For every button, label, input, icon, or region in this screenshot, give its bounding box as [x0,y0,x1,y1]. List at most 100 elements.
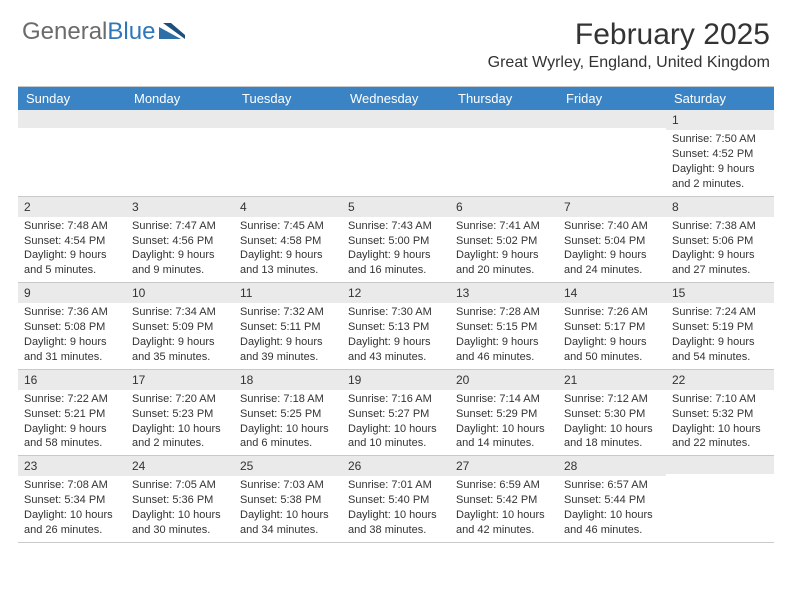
date-number [18,110,126,128]
sun-info: Sunrise: 7:32 AMSunset: 5:11 PMDaylight:… [234,303,342,368]
day-cell: 8Sunrise: 7:38 AMSunset: 5:06 PMDaylight… [666,197,774,283]
empty-cell [126,110,234,196]
date-number [558,110,666,128]
day-cell: 25Sunrise: 7:03 AMSunset: 5:38 PMDayligh… [234,456,342,542]
empty-cell [18,110,126,196]
day-cell: 23Sunrise: 7:08 AMSunset: 5:34 PMDayligh… [18,456,126,542]
sun-info: Sunrise: 7:50 AMSunset: 4:52 PMDaylight:… [666,130,774,195]
date-number: 4 [234,197,342,217]
day-header: Sunday [18,87,126,110]
sun-info: Sunrise: 7:43 AMSunset: 5:00 PMDaylight:… [342,217,450,282]
day-header: Saturday [666,87,774,110]
day-cell: 1Sunrise: 7:50 AMSunset: 4:52 PMDaylight… [666,110,774,196]
day-header: Tuesday [234,87,342,110]
day-cell: 18Sunrise: 7:18 AMSunset: 5:25 PMDayligh… [234,370,342,456]
day-header: Wednesday [342,87,450,110]
date-number: 26 [342,456,450,476]
day-cell: 3Sunrise: 7:47 AMSunset: 4:56 PMDaylight… [126,197,234,283]
day-cell: 7Sunrise: 7:40 AMSunset: 5:04 PMDaylight… [558,197,666,283]
day-cell: 15Sunrise: 7:24 AMSunset: 5:19 PMDayligh… [666,283,774,369]
day-cell: 16Sunrise: 7:22 AMSunset: 5:21 PMDayligh… [18,370,126,456]
header: GeneralBlue February 2025 Great Wyrley, … [0,0,792,78]
week-row: 23Sunrise: 7:08 AMSunset: 5:34 PMDayligh… [18,456,774,543]
day-cell: 5Sunrise: 7:43 AMSunset: 5:00 PMDaylight… [342,197,450,283]
sun-info: Sunrise: 7:41 AMSunset: 5:02 PMDaylight:… [450,217,558,282]
sun-info: Sunrise: 7:26 AMSunset: 5:17 PMDaylight:… [558,303,666,368]
sun-info: Sunrise: 7:22 AMSunset: 5:21 PMDaylight:… [18,390,126,455]
day-cell: 22Sunrise: 7:10 AMSunset: 5:32 PMDayligh… [666,370,774,456]
sun-info: Sunrise: 7:30 AMSunset: 5:13 PMDaylight:… [342,303,450,368]
day-cell: 2Sunrise: 7:48 AMSunset: 4:54 PMDaylight… [18,197,126,283]
sun-info: Sunrise: 7:20 AMSunset: 5:23 PMDaylight:… [126,390,234,455]
day-header: Friday [558,87,666,110]
empty-cell [450,110,558,196]
title-block: February 2025 Great Wyrley, England, Uni… [488,18,770,72]
date-number: 14 [558,283,666,303]
date-number: 17 [126,370,234,390]
date-number [666,456,774,474]
logo-flag-icon [159,23,185,41]
sun-info: Sunrise: 6:57 AMSunset: 5:44 PMDaylight:… [558,476,666,541]
day-cell: 26Sunrise: 7:01 AMSunset: 5:40 PMDayligh… [342,456,450,542]
sun-info: Sunrise: 7:12 AMSunset: 5:30 PMDaylight:… [558,390,666,455]
empty-cell [558,110,666,196]
day-cell: 12Sunrise: 7:30 AMSunset: 5:13 PMDayligh… [342,283,450,369]
date-number [342,110,450,128]
sun-info: Sunrise: 7:08 AMSunset: 5:34 PMDaylight:… [18,476,126,541]
day-cell: 11Sunrise: 7:32 AMSunset: 5:11 PMDayligh… [234,283,342,369]
sun-info: Sunrise: 7:48 AMSunset: 4:54 PMDaylight:… [18,217,126,282]
sun-info: Sunrise: 7:28 AMSunset: 5:15 PMDaylight:… [450,303,558,368]
day-cell: 17Sunrise: 7:20 AMSunset: 5:23 PMDayligh… [126,370,234,456]
date-number: 22 [666,370,774,390]
sun-info: Sunrise: 7:45 AMSunset: 4:58 PMDaylight:… [234,217,342,282]
date-number: 10 [126,283,234,303]
location: Great Wyrley, England, United Kingdom [488,54,770,72]
date-number: 16 [18,370,126,390]
day-cell: 9Sunrise: 7:36 AMSunset: 5:08 PMDaylight… [18,283,126,369]
date-number: 2 [18,197,126,217]
day-cell: 28Sunrise: 6:57 AMSunset: 5:44 PMDayligh… [558,456,666,542]
sun-info: Sunrise: 7:01 AMSunset: 5:40 PMDaylight:… [342,476,450,541]
month-title: February 2025 [488,18,770,52]
logo: GeneralBlue [22,18,185,46]
day-cell: 20Sunrise: 7:14 AMSunset: 5:29 PMDayligh… [450,370,558,456]
weeks-container: 1Sunrise: 7:50 AMSunset: 4:52 PMDaylight… [18,110,774,543]
date-number: 19 [342,370,450,390]
date-number: 20 [450,370,558,390]
date-number: 24 [126,456,234,476]
logo-text-blue: Blue [107,18,155,46]
date-number: 12 [342,283,450,303]
date-number: 7 [558,197,666,217]
empty-cell [234,110,342,196]
sun-info: Sunrise: 7:47 AMSunset: 4:56 PMDaylight:… [126,217,234,282]
date-number: 23 [18,456,126,476]
sun-info: Sunrise: 7:03 AMSunset: 5:38 PMDaylight:… [234,476,342,541]
date-number: 1 [666,110,774,130]
date-number [234,110,342,128]
sun-info: Sunrise: 6:59 AMSunset: 5:42 PMDaylight:… [450,476,558,541]
day-header: Thursday [450,87,558,110]
sun-info: Sunrise: 7:16 AMSunset: 5:27 PMDaylight:… [342,390,450,455]
date-number: 28 [558,456,666,476]
sun-info: Sunrise: 7:40 AMSunset: 5:04 PMDaylight:… [558,217,666,282]
date-number: 15 [666,283,774,303]
day-cell: 13Sunrise: 7:28 AMSunset: 5:15 PMDayligh… [450,283,558,369]
sun-info: Sunrise: 7:34 AMSunset: 5:09 PMDaylight:… [126,303,234,368]
week-row: 9Sunrise: 7:36 AMSunset: 5:08 PMDaylight… [18,283,774,370]
sun-info: Sunrise: 7:36 AMSunset: 5:08 PMDaylight:… [18,303,126,368]
empty-cell [342,110,450,196]
date-number: 21 [558,370,666,390]
date-number: 13 [450,283,558,303]
day-cell: 21Sunrise: 7:12 AMSunset: 5:30 PMDayligh… [558,370,666,456]
logo-text-gray: General [22,18,107,46]
day-header-row: Sunday Monday Tuesday Wednesday Thursday… [18,87,774,110]
day-cell: 10Sunrise: 7:34 AMSunset: 5:09 PMDayligh… [126,283,234,369]
date-number [126,110,234,128]
week-row: 2Sunrise: 7:48 AMSunset: 4:54 PMDaylight… [18,197,774,284]
calendar: Sunday Monday Tuesday Wednesday Thursday… [18,86,774,543]
day-cell: 24Sunrise: 7:05 AMSunset: 5:36 PMDayligh… [126,456,234,542]
date-number: 3 [126,197,234,217]
day-cell: 14Sunrise: 7:26 AMSunset: 5:17 PMDayligh… [558,283,666,369]
week-row: 16Sunrise: 7:22 AMSunset: 5:21 PMDayligh… [18,370,774,457]
date-number: 9 [18,283,126,303]
